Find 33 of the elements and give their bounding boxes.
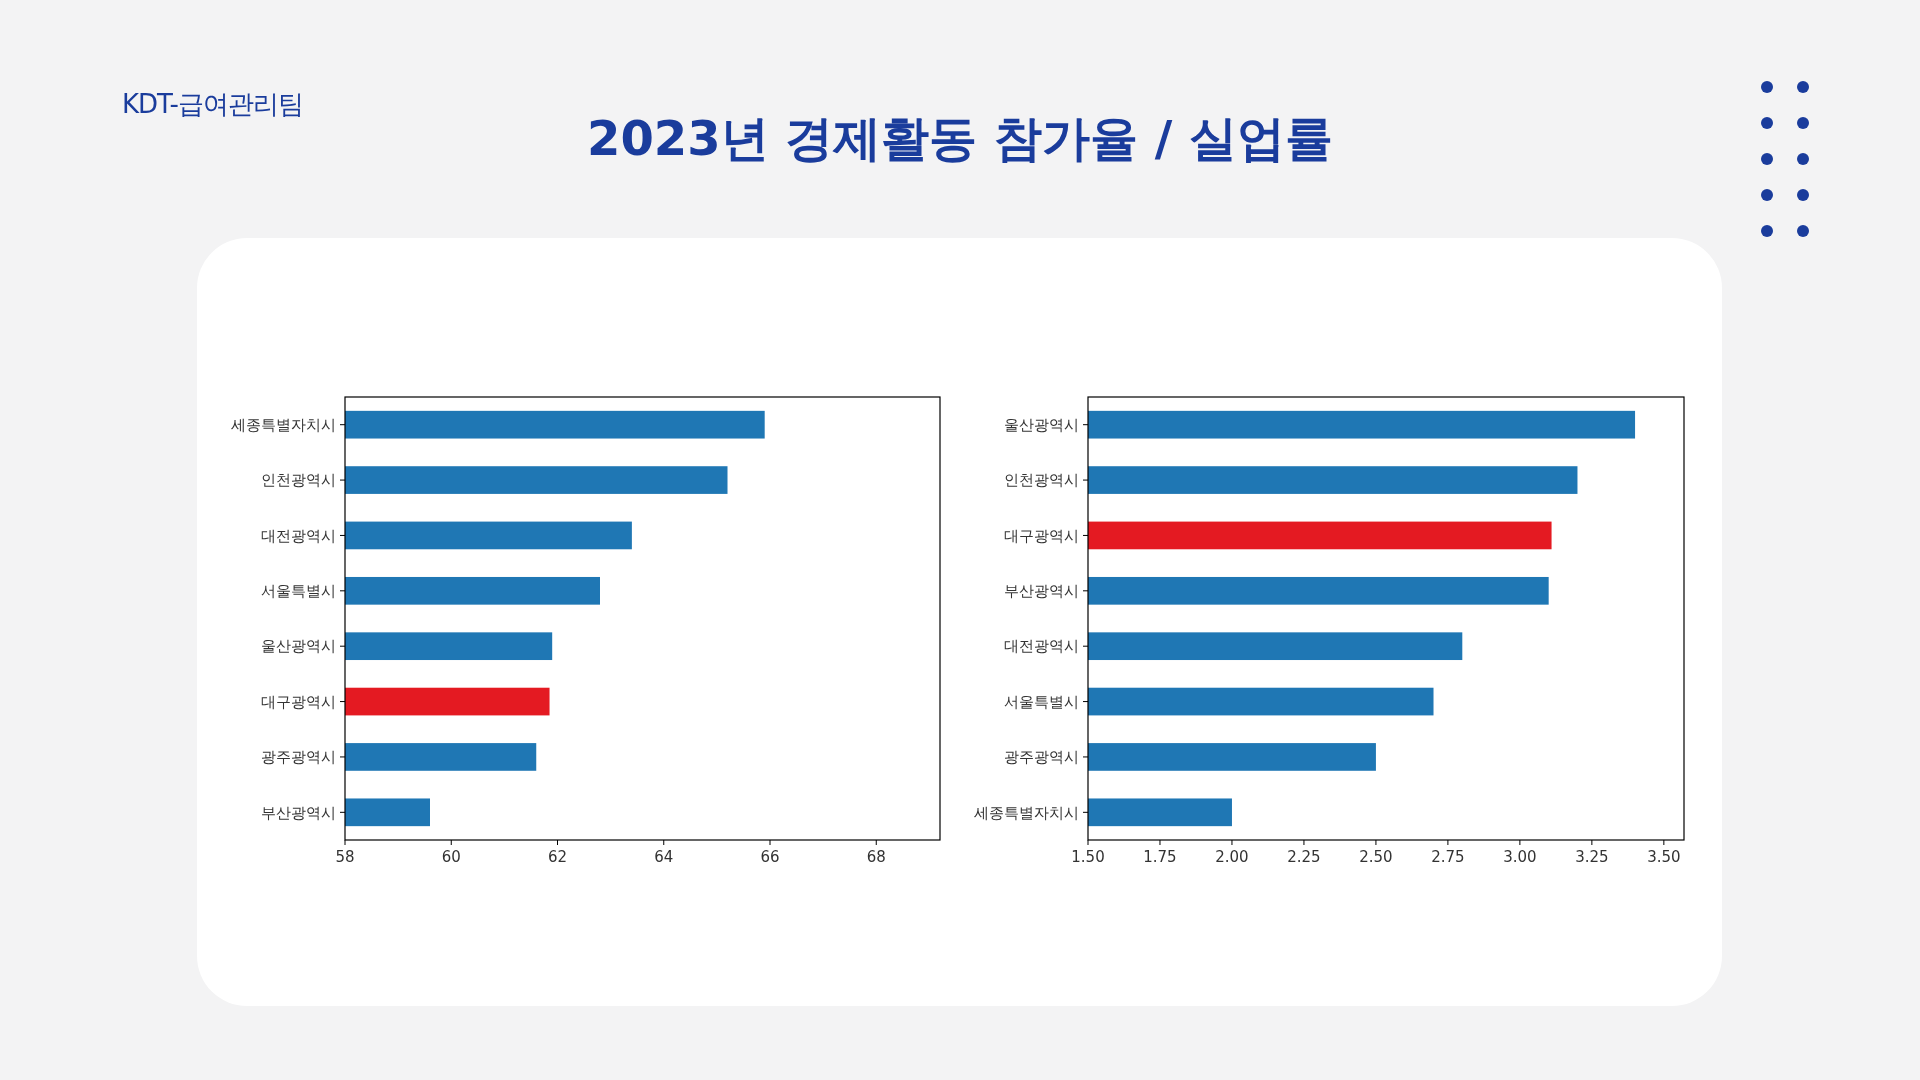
y-tick-label: 부산광역시 (261, 803, 336, 822)
x-tick-label: 3.25 (1575, 848, 1609, 866)
y-tick-label: 부산광역시 (1004, 582, 1079, 601)
x-tick-label: 62 (547, 848, 568, 866)
y-tick-label: 서울특별시 (1004, 692, 1079, 711)
y-tick-label: 대전광역시 (261, 526, 336, 545)
x-tick-label: 3.00 (1503, 848, 1537, 866)
y-tick-label: 세종특별자치시 (974, 803, 1079, 822)
y-tick-label: 인천광역시 (261, 471, 336, 490)
y-tick-label: 광주광역시 (1004, 748, 1079, 767)
x-tick-label: 2.25 (1287, 848, 1321, 866)
y-tick-label: 광주광역시 (261, 748, 336, 767)
x-tick-label: 64 (654, 848, 674, 866)
x-tick-label: 58 (335, 848, 355, 866)
y-tick-label: 대전광역시 (1004, 637, 1079, 656)
x-tick-label: 2.75 (1431, 848, 1465, 866)
x-tick-label: 2.00 (1215, 848, 1249, 866)
y-tick-label: 대구광역시 (261, 692, 336, 711)
y-tick-label: 울산광역시 (261, 637, 336, 656)
y-tick-label: 서울특별시 (261, 582, 336, 601)
x-tick-label: 1.75 (1143, 848, 1177, 866)
x-tick-label: 68 (866, 848, 886, 866)
x-tick-label: 66 (760, 848, 780, 866)
x-tick-label: 3.50 (1647, 848, 1681, 866)
y-tick-label: 대구광역시 (1004, 526, 1079, 545)
y-tick-label: 세종특별자치시 (231, 415, 336, 434)
x-tick-label: 60 (441, 848, 461, 866)
x-tick-label: 1.50 (1071, 848, 1105, 866)
y-tick-label: 울산광역시 (1004, 415, 1079, 434)
x-tick-label: 2.50 (1359, 848, 1393, 866)
y-tick-label: 인천광역시 (1004, 471, 1079, 490)
chart-title: 2023년 경제활동 참가율 / 실업률 (587, 110, 1333, 166)
text: KDT-급여관리팀 (122, 89, 303, 119)
